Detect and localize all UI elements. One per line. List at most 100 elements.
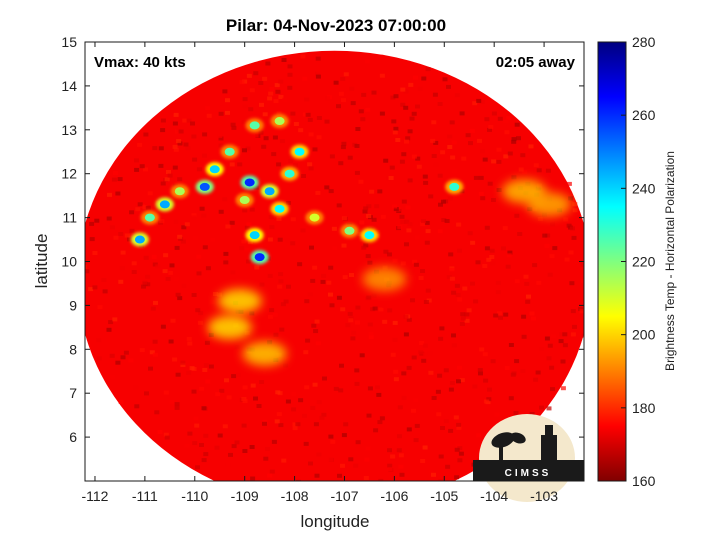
texture-cell bbox=[377, 189, 383, 194]
x-axis-label: longitude bbox=[300, 512, 369, 531]
texture-cell bbox=[142, 280, 148, 285]
colorbar-tick-label: 200 bbox=[632, 327, 656, 343]
texture-cell bbox=[570, 226, 575, 231]
texture-cell bbox=[349, 86, 355, 91]
texture-cell bbox=[431, 120, 437, 125]
texture-cell bbox=[315, 341, 321, 346]
texture-cell bbox=[143, 167, 148, 172]
texture-cell bbox=[507, 151, 513, 156]
texture-cell bbox=[250, 383, 256, 388]
texture-cell bbox=[265, 61, 271, 66]
texture-cell bbox=[495, 290, 501, 295]
y-tick-label: 12 bbox=[61, 166, 77, 182]
texture-cell bbox=[173, 147, 179, 152]
texture-cell bbox=[288, 159, 294, 163]
texture-cell bbox=[392, 258, 398, 263]
texture-cell bbox=[118, 232, 124, 236]
texture-cell bbox=[108, 320, 114, 325]
texture-cell bbox=[401, 395, 407, 400]
texture-cell bbox=[148, 366, 153, 371]
texture-cell bbox=[303, 441, 309, 446]
texture-cell bbox=[348, 457, 354, 462]
texture-cell bbox=[447, 134, 453, 139]
texture-cell bbox=[442, 77, 448, 82]
plot-area bbox=[85, 50, 584, 481]
texture-cell bbox=[271, 439, 277, 444]
texture-cell bbox=[413, 398, 419, 403]
texture-cell bbox=[464, 318, 470, 323]
texture-cell bbox=[439, 326, 445, 331]
texture-cell bbox=[366, 295, 372, 300]
texture-cell bbox=[392, 204, 398, 209]
texture-cell bbox=[449, 276, 455, 281]
texture-cell bbox=[400, 87, 406, 92]
texture-cell bbox=[549, 254, 555, 259]
texture-cell bbox=[431, 154, 437, 158]
texture-cell bbox=[456, 425, 462, 430]
texture-cell bbox=[137, 202, 143, 207]
texture-cell bbox=[387, 467, 393, 472]
texture-cell bbox=[566, 223, 572, 228]
texture-cell bbox=[309, 245, 314, 250]
texture-cell bbox=[366, 214, 372, 218]
texture-cell bbox=[340, 463, 345, 468]
texture-cell bbox=[490, 261, 496, 266]
texture-cell bbox=[546, 356, 552, 361]
texture-cell bbox=[520, 153, 526, 158]
texture-cell bbox=[89, 221, 95, 226]
texture-cell bbox=[316, 116, 322, 120]
cloud-patch bbox=[207, 315, 252, 340]
texture-cell bbox=[338, 91, 344, 96]
texture-cell bbox=[239, 246, 245, 251]
texture-cell bbox=[244, 225, 250, 230]
texture-cell bbox=[115, 191, 121, 196]
texture-cell bbox=[316, 452, 322, 457]
texture-cell bbox=[225, 462, 231, 467]
texture-cell bbox=[202, 153, 207, 158]
chart-title: Pilar: 04-Nov-2023 07:00:00 bbox=[226, 16, 446, 35]
cloud-patch bbox=[527, 192, 572, 217]
convective-cell bbox=[239, 196, 250, 205]
texture-cell bbox=[511, 137, 517, 142]
texture-cell bbox=[478, 191, 484, 196]
texture-cell bbox=[420, 222, 426, 227]
texture-cell bbox=[390, 95, 396, 100]
texture-cell bbox=[457, 365, 462, 370]
texture-cell bbox=[223, 251, 229, 256]
texture-cell bbox=[324, 119, 330, 124]
convective-cell bbox=[274, 204, 285, 213]
texture-cell bbox=[308, 132, 314, 137]
texture-cell bbox=[113, 171, 118, 175]
texture-cell bbox=[354, 144, 360, 148]
texture-cell bbox=[477, 368, 483, 373]
texture-cell bbox=[181, 225, 187, 230]
texture-cell bbox=[281, 58, 287, 62]
texture-cell bbox=[487, 127, 492, 132]
texture-cell bbox=[247, 240, 253, 245]
texture-cell bbox=[536, 168, 542, 173]
texture-cell bbox=[201, 213, 207, 218]
texture-cell bbox=[162, 269, 168, 274]
cloud-patch bbox=[362, 267, 407, 292]
texture-cell bbox=[241, 239, 247, 244]
texture-cell bbox=[364, 457, 370, 462]
texture-cell bbox=[292, 426, 298, 431]
texture-cell bbox=[186, 370, 192, 375]
vmax-annotation: Vmax: 40 kts bbox=[94, 54, 186, 71]
texture-cell bbox=[482, 157, 488, 162]
texture-cell bbox=[363, 243, 369, 248]
texture-cell bbox=[440, 426, 445, 430]
texture-cell bbox=[291, 407, 297, 412]
texture-cell bbox=[546, 406, 552, 411]
texture-cell bbox=[401, 152, 407, 157]
texture-cell bbox=[390, 454, 396, 459]
texture-cell bbox=[315, 71, 320, 76]
texture-cell bbox=[536, 280, 542, 285]
texture-cell bbox=[254, 265, 260, 270]
texture-cell bbox=[217, 292, 222, 297]
texture-cell bbox=[228, 452, 233, 457]
texture-cell bbox=[438, 202, 443, 207]
texture-cell bbox=[202, 368, 208, 372]
texture-cell bbox=[413, 262, 419, 267]
